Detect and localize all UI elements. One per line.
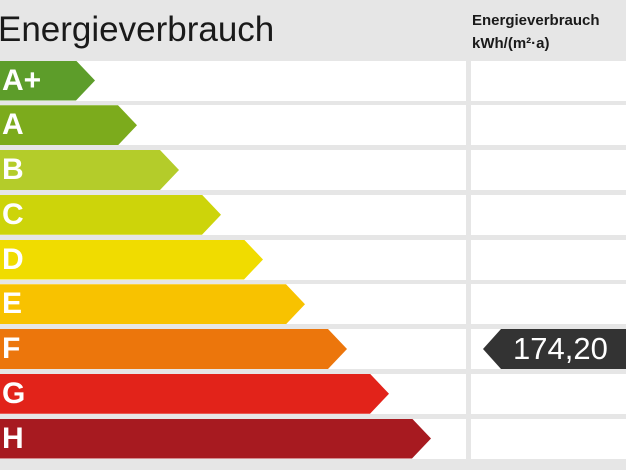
page-title: Energieverbrauch — [0, 10, 275, 49]
class-bar: G — [0, 373, 389, 414]
class-row-g: G — [0, 373, 626, 414]
class-bar: C — [0, 194, 221, 235]
class-label: G — [2, 376, 26, 410]
class-row-d: D — [0, 239, 626, 280]
class-label: E — [2, 287, 23, 321]
class-row-a: A — [0, 105, 626, 146]
value-cell — [471, 194, 626, 235]
class-row-c: C — [0, 194, 626, 235]
class-row-aplus: A+ — [0, 60, 626, 101]
column-title-unit: kWh/(m²·a) — [472, 35, 550, 52]
class-bar: H — [0, 418, 431, 459]
value-cell — [471, 284, 626, 325]
column-title-line1: Energieverbrauch — [472, 12, 600, 29]
value-text: 174,20 — [513, 331, 608, 366]
class-bar: A+ — [0, 60, 95, 101]
class-label: D — [2, 242, 24, 276]
class-label: A — [2, 108, 24, 142]
class-bar: E — [0, 284, 305, 325]
value-cell — [471, 418, 626, 459]
class-label: H — [2, 421, 24, 455]
class-bar: B — [0, 150, 179, 190]
class-row-b: B — [0, 150, 626, 190]
value-cell — [471, 150, 626, 190]
value-marker: 174,20 — [483, 329, 626, 369]
class-label: F — [2, 332, 21, 365]
class-label: C — [2, 197, 24, 231]
class-row-e: E — [0, 284, 626, 325]
class-row-h: H — [0, 418, 626, 459]
value-cell — [471, 105, 626, 146]
value-cell — [471, 373, 626, 414]
class-bar: A — [0, 105, 137, 146]
column-title: Energieverbrauch kWh/(m²·a) — [472, 9, 600, 55]
class-label: B — [2, 153, 24, 186]
class-label: A+ — [2, 63, 42, 97]
class-row-f: F 174,20 — [0, 329, 626, 369]
value-cell — [471, 60, 626, 101]
value-cell — [471, 239, 626, 280]
class-bar: F — [0, 329, 347, 369]
class-bar: D — [0, 239, 263, 280]
